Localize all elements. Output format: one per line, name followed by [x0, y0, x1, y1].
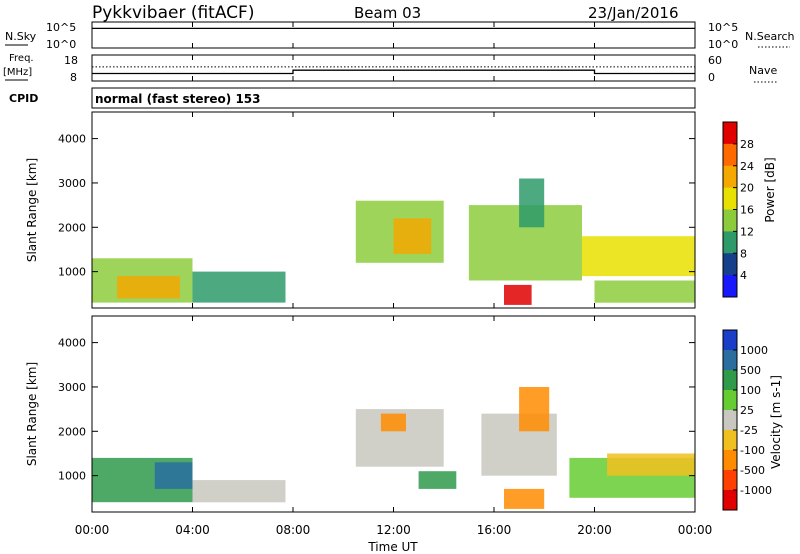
x-tick-label: 12:00 — [376, 523, 411, 537]
x-axis-ticks: 00:00 04:00 08:00 12:00 16:00 20:00 00:00 — [75, 22, 713, 537]
noise-left-label: N.Sky — [5, 30, 37, 43]
colorbar-frame — [722, 329, 738, 511]
cpid-panel-frame — [91, 87, 696, 109]
colorbar-swatch — [723, 122, 737, 145]
heatmap-region-7 — [519, 178, 545, 228]
heatmap-region-5 — [418, 471, 457, 489]
freq-label-line1: Freq. — [9, 53, 34, 64]
colorbar-swatch — [723, 209, 737, 232]
colorbar-tick-label: 1000 — [740, 344, 768, 357]
freq-left-tick-top: 18 — [64, 54, 78, 67]
heatmap-region-2 — [192, 271, 286, 303]
colorbar-swatch — [723, 253, 737, 276]
colorbar-tick-label: 8 — [740, 247, 747, 260]
colorbar-swatch — [723, 410, 737, 431]
colorbar-swatch — [723, 370, 737, 391]
x-tick-label: 20:00 — [577, 523, 612, 537]
x-tick-label: 00:00 — [678, 523, 713, 537]
colorbar-tick-label: 12 — [740, 225, 754, 238]
cpid-mode-text: normal (fast stereo) 153 — [95, 92, 261, 106]
heatmap-region-4 — [380, 413, 406, 432]
velocity-colorbar: 1000 500 100 25 -25 -100 -500 -1000 — [722, 329, 772, 511]
power-colorbar: 28 24 20 16 12 8 4 — [722, 121, 754, 298]
x-axis-label: Time UT — [367, 540, 418, 554]
velocity-heatmap — [92, 387, 695, 509]
colorbar-swatch — [723, 430, 737, 451]
freq-right-tick-top: 60 — [708, 54, 722, 67]
colorbar-swatch — [723, 330, 737, 351]
colorbar-tick-label: 25 — [740, 404, 754, 417]
heatmap-region-9 — [594, 280, 695, 303]
x-tick-label: 04:00 — [175, 523, 210, 537]
x-tick-label: 00:00 — [75, 523, 110, 537]
heatmap-region-4 — [393, 218, 432, 254]
x-tick-label: 08:00 — [276, 523, 311, 537]
power-ylabel: Slant Range [km] — [25, 158, 39, 262]
colorbar-tick-label: -100 — [740, 444, 765, 457]
velocity-colorbar-label: Velocity [m s-1] — [769, 375, 783, 469]
colorbar-tick-label: -1000 — [740, 484, 772, 497]
velocity-y-ticks: 4000 3000 2000 1000 — [58, 337, 695, 483]
radar-title: Pykkvibaer (fitACF) — [92, 3, 254, 23]
noise-right-tick-bottom: 10^0 — [708, 38, 738, 51]
colorbar-swatch — [723, 490, 737, 511]
colorbar-tick-label: 24 — [740, 160, 754, 173]
colorbar-swatch — [723, 143, 737, 167]
colorbar-tick-label: 500 — [740, 364, 761, 377]
noise-left-tick-top: 10^5 — [46, 21, 76, 34]
colorbar-tick-label: -25 — [740, 424, 758, 437]
date-label: 23/Jan/2016 — [588, 4, 679, 22]
colorbar-swatch — [723, 450, 737, 471]
y-tick-label: 2000 — [58, 425, 86, 438]
colorbar-tick-label: 28 — [740, 138, 754, 151]
colorbar-tick-label: 16 — [740, 204, 754, 217]
freq-left-tick-bottom: 8 — [70, 71, 77, 84]
colorbar-swatch — [723, 187, 737, 210]
y-tick-label: 3000 — [58, 177, 86, 190]
colorbar-swatch — [723, 390, 737, 411]
heatmap-region-2 — [192, 480, 286, 503]
heatmap-region-6 — [504, 284, 532, 305]
y-tick-label: 4000 — [58, 133, 86, 146]
noise-right-tick-top: 10^5 — [708, 21, 738, 34]
colorbar-swatch — [723, 231, 737, 254]
colorbar-tick-label: 100 — [740, 384, 761, 397]
beam-label: Beam 03 — [354, 4, 421, 22]
cpid-label: CPID — [9, 92, 38, 105]
noise-right-label: N.Search — [745, 30, 795, 43]
y-tick-label: 2000 — [58, 221, 86, 234]
heatmap-region-8 — [581, 236, 695, 277]
heatmap-region-1 — [117, 276, 180, 299]
colorbar-tick-label: 4 — [740, 269, 747, 282]
y-tick-label: 3000 — [58, 381, 86, 394]
heatmap-region-10 — [607, 453, 695, 476]
freq-series — [92, 69, 695, 75]
heatmap-region-1 — [154, 462, 193, 489]
y-tick-label: 4000 — [58, 337, 86, 350]
freq-right-label: Nave — [749, 64, 777, 77]
colorbar-swatch — [723, 275, 737, 298]
colorbar-tick-label: 20 — [740, 182, 754, 195]
heatmap-region-7 — [504, 488, 545, 509]
heatmap-region-8 — [519, 387, 550, 432]
colorbar-swatch — [723, 470, 737, 491]
freq-label-line2: [MHz] — [3, 67, 32, 78]
y-tick-label: 1000 — [58, 266, 86, 279]
colorbar-swatch — [723, 350, 737, 371]
y-tick-label: 1000 — [58, 470, 86, 483]
colorbar-swatch — [723, 165, 737, 189]
velocity-ylabel: Slant Range [km] — [25, 362, 39, 466]
power-heatmap — [92, 178, 695, 305]
colorbar-tick-label: -500 — [740, 464, 765, 477]
x-tick-label: 16:00 — [477, 523, 512, 537]
freq-right-tick-bottom: 0 — [708, 71, 715, 84]
power-colorbar-label: Power [dB] — [763, 157, 777, 222]
noise-left-tick-bottom: 10^0 — [46, 38, 76, 51]
power-y-ticks: 4000 3000 2000 1000 — [58, 133, 695, 279]
